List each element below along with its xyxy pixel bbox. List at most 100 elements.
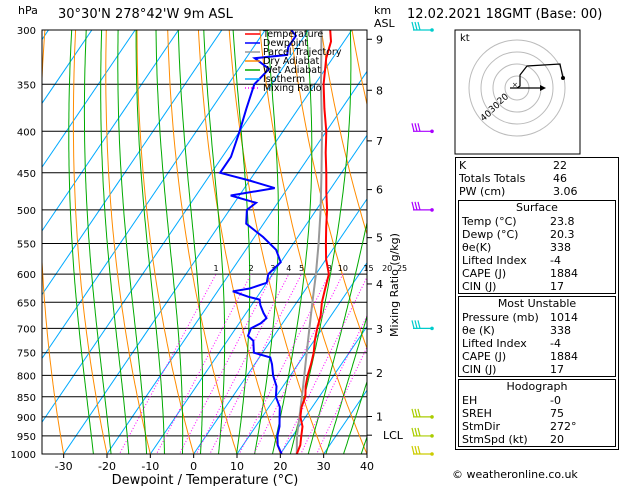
- wet-adiabat-line: [177, 30, 203, 454]
- index-value: 1014: [550, 311, 578, 324]
- wind-barb-dot: [430, 129, 434, 134]
- index-label: PW (cm): [459, 185, 506, 198]
- index-value: 22: [553, 159, 567, 172]
- pressure-unit-label: hPa: [18, 4, 38, 17]
- dry-adiabat-line: [167, 30, 238, 454]
- mixing-ratio-line: [178, 273, 274, 454]
- height-tick-label: 6: [376, 184, 383, 197]
- pressure-tick-label: 450: [17, 169, 36, 180]
- x-tick-label: 30: [317, 460, 331, 473]
- wind-barb-flag: [411, 201, 415, 211]
- wet-adiabat-line: [203, 30, 226, 454]
- legend-label: Dewpoint: [263, 38, 308, 49]
- wind-barb-flag: [414, 21, 418, 31]
- height-tick-label: 4: [376, 278, 383, 291]
- mixing-ratio-label: 25: [397, 264, 407, 273]
- isotherm-line: [42, 30, 136, 168]
- index-row: Pressure (mb) 1014: [459, 311, 615, 324]
- mixing-ratio-label: 8: [327, 264, 332, 273]
- height-unit-label-asl: ASL: [374, 17, 396, 30]
- wet-adiabat-line: [155, 30, 184, 454]
- isotherm-line: [149, 134, 367, 454]
- location-header: 30°30'N 278°42'W 9m ASL: [58, 7, 233, 22]
- index-value: 338: [550, 324, 571, 337]
- isotherm-line: [42, 30, 266, 360]
- credit-text: © weatheronline.co.uk: [452, 468, 578, 481]
- legend-label: Parcel Trajectory: [263, 47, 342, 58]
- x-tick-label: -10: [141, 460, 159, 473]
- dry-adiabat-line: [197, 30, 281, 454]
- index-row: Temp (°C) 23.8: [459, 215, 615, 228]
- pressure-tick-label: 650: [17, 298, 36, 309]
- wind-barb-dot: [430, 415, 434, 419]
- wind-barb-flag: [411, 21, 415, 31]
- isotherm-line: [106, 70, 367, 454]
- height-tick-label: 2: [376, 367, 383, 380]
- wind-barb-dot: [430, 28, 434, 32]
- wind-barb-flag: [417, 201, 421, 211]
- index-value: 17: [550, 280, 564, 293]
- wet-adiabat-line: [254, 30, 279, 454]
- isotherm-line: [279, 325, 367, 454]
- height-tick-label: LCL: [383, 429, 404, 442]
- legend-label: Mixing Ratio: [263, 83, 322, 94]
- legend-label: Temperature: [262, 29, 323, 40]
- mixing-ratio-label: 10: [338, 264, 348, 273]
- surface-title: Surface: [516, 201, 558, 214]
- index-row: StmSpd (kt) 20: [459, 433, 615, 446]
- mixing-ratio-label: 5: [299, 264, 304, 273]
- mixing-ratio-line: [300, 314, 367, 454]
- index-label: Dewp (°C): [462, 228, 519, 241]
- isotherm-line: [42, 30, 180, 232]
- wind-barb-dot: [430, 326, 434, 331]
- index-label: Temp (°C): [462, 215, 517, 228]
- mixing-ratio-line: [209, 273, 302, 454]
- index-value: 23.8: [550, 215, 575, 228]
- index-value: -0: [550, 394, 561, 407]
- index-label: θe(K): [462, 241, 492, 254]
- wind-barb-dot: [430, 434, 434, 438]
- index-value: 3.06: [553, 185, 578, 198]
- storm-motion-marker: ×: [512, 81, 518, 89]
- mixing-ratio-label: 2: [249, 264, 254, 273]
- wet-adiabat-line: [100, 30, 130, 454]
- mixing-ratio-label: 20: [382, 264, 392, 273]
- index-row: θe (K) 338: [459, 324, 615, 337]
- wet-adiabat-line: [117, 30, 148, 454]
- index-value: 17: [550, 363, 564, 376]
- hodograph-ring: [480, 51, 554, 125]
- index-label: Totals Totals: [459, 172, 526, 185]
- dry-adiabat-line: [320, 30, 367, 236]
- wet-adiabat-line: [135, 30, 165, 454]
- pressure-tick-label: 700: [17, 324, 36, 335]
- index-value: 20: [550, 433, 564, 446]
- dry-adiabat-line: [72, 30, 108, 454]
- wind-barb-flag: [414, 123, 418, 132]
- dry-adiabat-line: [42, 30, 65, 454]
- index-label: K: [459, 159, 467, 172]
- wind-barb-dot: [430, 452, 434, 456]
- pressure-tick-label: 900: [17, 413, 36, 424]
- mixing-ratio-line: [316, 346, 367, 454]
- hodograph-section: Hodograph EH -0 SREH 75 StmDir 272° StmSpd (kt…: [458, 379, 616, 447]
- index-row: Lifted Index -4: [459, 337, 615, 350]
- hodograph-end-point: [561, 76, 565, 80]
- index-label: CIN (J): [462, 280, 497, 293]
- wind-barb-flag: [411, 445, 415, 455]
- dry-adiabat-line: [105, 30, 151, 454]
- index-row: Dewp (°C) 20.3: [459, 228, 615, 241]
- index-row: SREH 75: [459, 407, 615, 420]
- index-label: StmSpd (kt): [462, 433, 528, 446]
- pressure-tick-label: 950: [17, 432, 36, 443]
- wind-barb-flag: [417, 320, 421, 329]
- wind-barb-flag: [417, 21, 421, 31]
- wind-barb-flag: [414, 427, 418, 437]
- pressure-tick-label: 600: [17, 270, 36, 281]
- wind-barb: [411, 445, 434, 456]
- x-tick-label: -30: [55, 460, 73, 473]
- legend-label: Wet Adiabat: [263, 65, 321, 76]
- wind-barb-flag: [417, 445, 421, 455]
- pressure-tick-label: 400: [17, 127, 36, 138]
- datetime-header: 12.02.2021 18GMT (Base: 00): [407, 7, 603, 22]
- legend-label: Dry Adiabat: [263, 56, 320, 67]
